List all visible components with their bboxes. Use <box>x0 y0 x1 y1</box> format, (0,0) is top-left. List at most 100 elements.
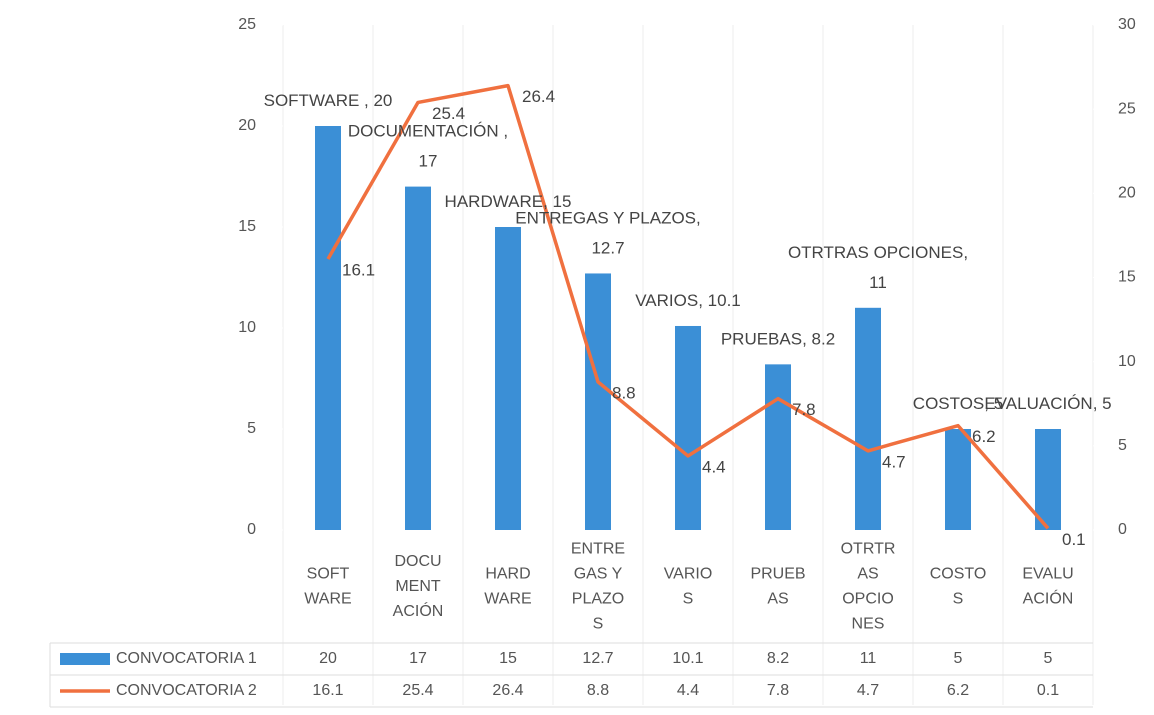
bar <box>315 126 341 530</box>
x-tick-line: ACIÓN <box>1023 589 1074 608</box>
x-tick-line: EVALU <box>1022 566 1073 583</box>
x-tick-line: GAS Y <box>574 566 623 583</box>
data-label-line: OTRTRAS OPCIONES, <box>788 243 968 262</box>
x-tick-label: DOCU MENT ACIÓN <box>393 553 444 620</box>
table-cell: 15 <box>499 650 517 667</box>
data-label: ENTREGAS Y PLAZOS, 12.7 <box>515 209 701 258</box>
line <box>326 83 1050 530</box>
x-tick-label: COSTO S <box>930 566 987 608</box>
x-tick-line: COSTO <box>930 566 987 583</box>
bar <box>855 307 881 530</box>
data-label: EVALUACIÓN, 5 <box>984 394 1111 413</box>
x-tick-line: WARE <box>484 591 531 608</box>
y2-tick-label: 25 <box>1118 100 1136 117</box>
table-cell: 0.1 <box>1037 682 1059 699</box>
x-tick-line: S <box>593 616 604 633</box>
legend-label: CONVOCATORIA 2 <box>116 682 257 699</box>
table-cell: 25.4 <box>402 682 433 699</box>
data-label: SOFTWARE , 20 <box>264 91 393 110</box>
x-tick-line: NES <box>852 616 885 633</box>
data-label-line: ENTREGAS Y PLAZOS, <box>515 209 701 228</box>
table-cell: 4.4 <box>677 682 699 699</box>
table-cell: 12.7 <box>582 650 613 667</box>
x-tick-line: ENTRE <box>571 541 625 558</box>
x-tick-label: HARD WARE <box>484 566 531 608</box>
table-cell: 7.8 <box>767 682 789 699</box>
legend-label: CONVOCATORIA 1 <box>116 650 257 667</box>
data-label: PRUEBAS, 8.2 <box>721 330 835 349</box>
bar <box>495 227 521 530</box>
bar <box>945 429 971 530</box>
bar <box>765 364 791 530</box>
bar <box>675 325 701 530</box>
legend-swatch <box>60 653 110 665</box>
data-label: 16.1 <box>342 260 375 279</box>
table-cell: 20 <box>319 650 337 667</box>
data-label: 0.1 <box>1062 530 1086 549</box>
data-label: HARDWARE, 15 <box>445 192 572 211</box>
x-tick-line: MENT <box>395 578 441 595</box>
bar <box>405 186 431 530</box>
data-label-line: PRUEBAS, 8.2 <box>721 330 835 349</box>
table-cell: 8.8 <box>587 682 609 699</box>
y-tick-label: 0 <box>247 521 256 538</box>
x-tick-label: OTRTR AS OPCIO NES <box>841 541 896 633</box>
x-tick-line: SOFT <box>307 566 350 583</box>
data-label: VARIOS, 10.1 <box>635 291 741 310</box>
data-label: 4.7 <box>882 452 906 471</box>
bar <box>585 273 611 530</box>
bar <box>1035 429 1061 530</box>
data-label-line: VARIOS, 10.1 <box>635 291 741 310</box>
data-label: 4.4 <box>702 457 726 476</box>
y2-tick-label: 10 <box>1118 353 1136 370</box>
data-label-line: DOCUMENTACIÓN , <box>348 122 508 141</box>
table-cell: 10.1 <box>672 650 703 667</box>
x-tick-line: OTRTR <box>841 541 896 558</box>
x-tick-line: ACIÓN <box>393 601 444 620</box>
x-tick-line: AS <box>767 591 788 608</box>
data-label: 26.4 <box>522 87 555 106</box>
table-cell: 6.2 <box>947 682 969 699</box>
x-tick-label: ENTRE GAS Y PLAZO S <box>571 541 625 633</box>
y2-tick-label: 20 <box>1118 185 1136 202</box>
data-label: 7.8 <box>792 400 816 419</box>
x-tick-line: AS <box>857 566 878 583</box>
data-label-line: HARDWARE, 15 <box>445 192 572 211</box>
y-tick-label: 20 <box>238 117 256 134</box>
data-label-line: 11 <box>869 273 887 292</box>
x-tick-line: PRUEB <box>750 566 805 583</box>
x-tick-line: DOCU <box>394 553 441 570</box>
x-tick-line: WARE <box>304 591 351 608</box>
y-tick-label: 25 <box>238 16 256 33</box>
y-tick-label: 15 <box>238 218 256 235</box>
data-label-line: COSTOS, 5 <box>913 394 1003 413</box>
data-label: 8.8 <box>612 383 636 402</box>
x-tick-line: PLAZO <box>572 591 624 608</box>
x-tick-label: VARIO S <box>664 566 713 608</box>
data-label: OTRTRAS OPCIONES, 11 <box>788 243 968 292</box>
x-tick-line: S <box>683 591 694 608</box>
data-label: COSTOS, 5 <box>913 394 1003 413</box>
y-tick-label: 10 <box>238 319 256 336</box>
x-tick-label: PRUEB AS <box>750 566 805 608</box>
x-tick-line: S <box>953 591 964 608</box>
y2-tick-label: 5 <box>1118 437 1127 454</box>
data-label-line: 17 <box>419 152 438 171</box>
data-label: DOCUMENTACIÓN , 17 <box>348 122 508 171</box>
table-cell: 4.7 <box>857 682 879 699</box>
table-cell: 5 <box>954 650 963 667</box>
table-cell: 26.4 <box>492 682 523 699</box>
x-tick-line: HARD <box>485 566 530 583</box>
y2-tick-label: 30 <box>1118 16 1136 33</box>
table-cell: 17 <box>409 650 427 667</box>
y2-tick-label: 0 <box>1118 521 1127 538</box>
table-cell: 8.2 <box>767 650 789 667</box>
table-cell: 5 <box>1044 650 1053 667</box>
table-cell: 11 <box>860 650 877 667</box>
y-tick-label: 5 <box>247 420 256 437</box>
data-label: 25.4 <box>432 104 465 123</box>
table-cell: 16.1 <box>312 682 343 699</box>
data-label: 6.2 <box>972 427 996 446</box>
data-label-line: SOFTWARE , 20 <box>264 91 393 110</box>
